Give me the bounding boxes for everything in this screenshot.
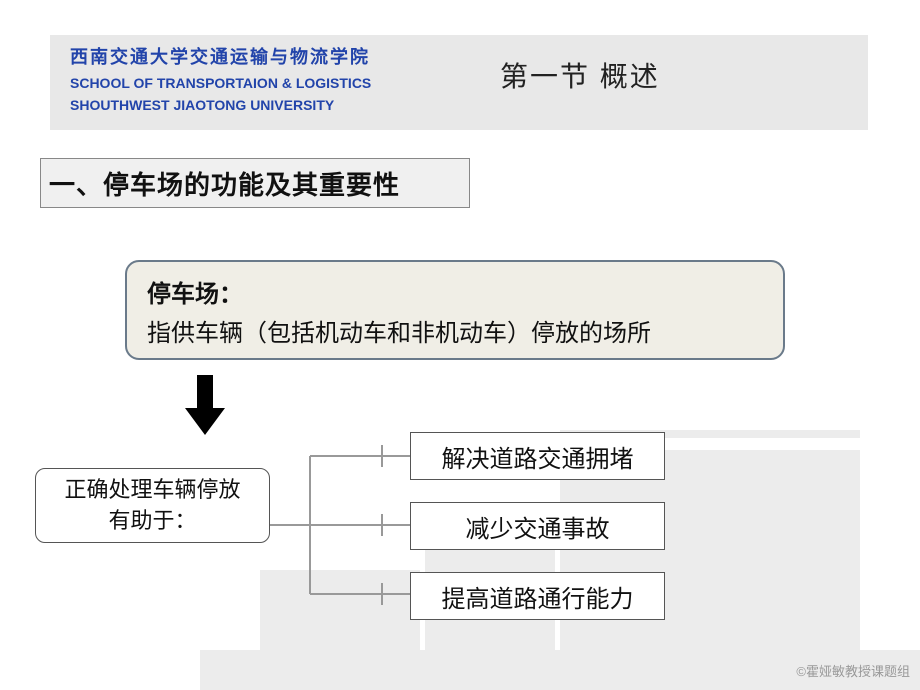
section-title: 第一节 概述 <box>500 55 660 95</box>
right-node-box-1: 解决道路交通拥堵 <box>410 432 665 480</box>
heading-bar: 一、停车场的功能及其重要性 <box>40 158 470 208</box>
institution-name-cn: 西南交通大学交通运输与物流学院 <box>70 43 848 69</box>
institution-name-en2: SHOUTHWEST JIAOTONG UNIVERSITY <box>70 97 848 113</box>
right-node-label-3: 提高道路通行能力 <box>442 579 634 614</box>
bracket-connector <box>270 428 415 623</box>
right-node-label-1: 解决道路交通拥堵 <box>442 439 634 474</box>
arrow-down-icon <box>185 375 225 435</box>
credit-text: ©霍娅敏教授课题组 <box>796 661 910 680</box>
right-node-box-3: 提高道路通行能力 <box>410 572 665 620</box>
right-node-label-2: 减少交通事故 <box>466 509 610 544</box>
institution-name-en1: SCHOOL OF TRANSPORTAION & LOGISTICS <box>70 75 848 91</box>
right-node-box-2: 减少交通事故 <box>410 502 665 550</box>
definition-text: 指供车辆（包括机动车和非机动车）停放的场所 <box>147 313 763 348</box>
left-node-box: 正确处理车辆停放 有助于： <box>35 468 270 543</box>
heading-text: 一、停车场的功能及其重要性 <box>49 165 400 202</box>
left-node-line2: 有助于： <box>108 506 196 537</box>
definition-box: 停车场： 指供车辆（包括机动车和非机动车）停放的场所 <box>125 260 785 360</box>
left-node-line1: 正确处理车辆停放 <box>64 475 240 506</box>
header-bar: 西南交通大学交通运输与物流学院 SCHOOL OF TRANSPORTAION … <box>50 35 868 130</box>
definition-title: 停车场： <box>147 274 763 309</box>
